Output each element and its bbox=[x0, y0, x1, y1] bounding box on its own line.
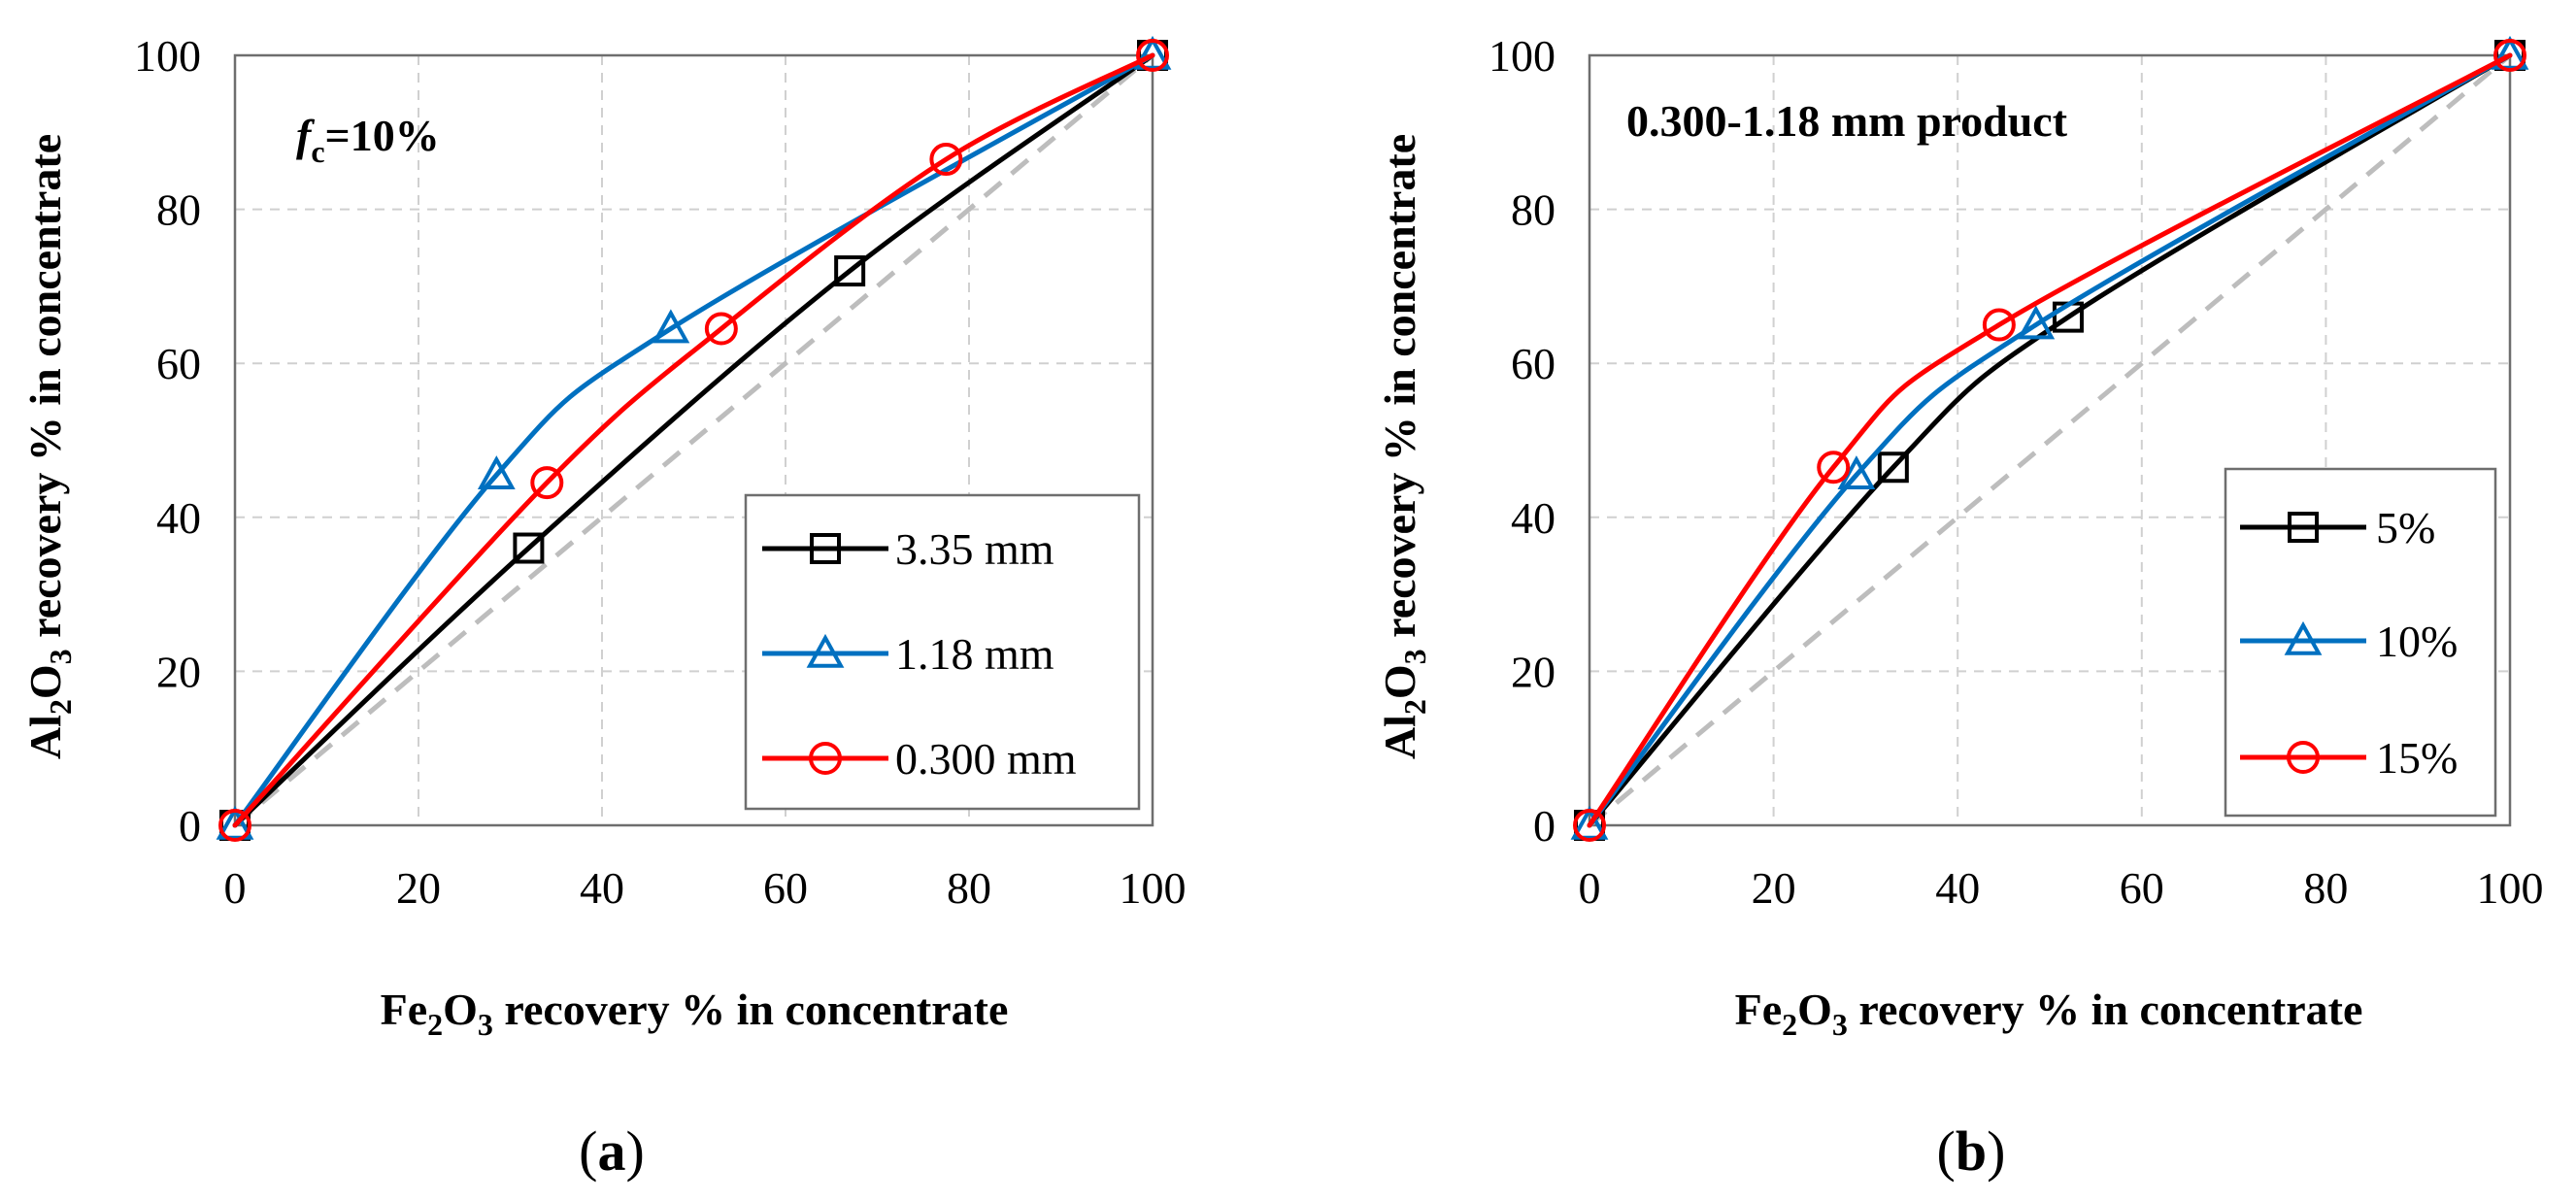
panel-b-x-tick-label: 0 bbox=[1579, 863, 1601, 913]
panel-b-y-ticks: 0 20 40 60 80 100 bbox=[1489, 31, 1556, 851]
panel-a-x-tick-label: 40 bbox=[580, 863, 624, 913]
panel-a-data-point bbox=[1136, 39, 1169, 72]
panel-a-x-tick-label: 20 bbox=[396, 863, 441, 913]
panel-a-data-point bbox=[218, 809, 251, 842]
panel-a-x-tick-label: 60 bbox=[763, 863, 808, 913]
panel-b-x-tick-label: 100 bbox=[2477, 863, 2544, 913]
panel-b-gridlines bbox=[1589, 55, 2510, 825]
panel-b-legend-label: 10% bbox=[2376, 617, 2458, 666]
panel-b-series-line bbox=[1587, 52, 2513, 828]
panel-a-data-point bbox=[513, 532, 545, 564]
panel-b-y-tick-label: 60 bbox=[1511, 339, 1556, 388]
panel-a-data-point bbox=[652, 309, 690, 344]
panel-a-data-point bbox=[477, 455, 516, 489]
panel-b-data-point bbox=[2491, 35, 2529, 70]
panel-b-chart: 0 20 40 60 80 100 0 20 40 60 80 100 0.300-1.18 mm … bbox=[1375, 31, 2544, 1183]
panel-a-data-point bbox=[704, 312, 738, 346]
panel-b-x-tick-label: 40 bbox=[1935, 863, 1980, 913]
panel-b-y-tick-label: 40 bbox=[1511, 493, 1556, 543]
panel-b-y-tick-label: 0 bbox=[1533, 801, 1556, 851]
panel-b-legend-marker bbox=[2284, 620, 2323, 655]
panel-a-legend-marker bbox=[809, 742, 842, 775]
panel-a-x-tick-label: 80 bbox=[947, 863, 991, 913]
panel-a-legend-entry: 1.18 mm bbox=[762, 629, 1054, 679]
panel-b-data-point bbox=[2493, 39, 2526, 72]
panel-a-x-ticks: 0 20 40 60 80 100 bbox=[224, 863, 1187, 913]
panel-b-data-point bbox=[1877, 451, 1909, 484]
panel-b-y-tick-label: 80 bbox=[1511, 185, 1556, 235]
panel-a-data-point bbox=[834, 255, 866, 287]
panel-a-data-point bbox=[1133, 35, 1172, 70]
panel-b-series-1 bbox=[1570, 35, 2529, 840]
panel-a-data-point bbox=[216, 805, 254, 840]
panel-a-legend-marker bbox=[806, 633, 845, 668]
panel-a-y-axis-title: Al2O3 recovery % in concentrate bbox=[20, 134, 78, 759]
panel-a-x-axis-title: Fe2O3 recovery % in concentrate bbox=[381, 985, 1009, 1042]
panel-b-series bbox=[1570, 35, 2529, 842]
panel-a-y-tick-label: 100 bbox=[134, 31, 201, 81]
panel-a-annotation: fc=10% bbox=[296, 111, 440, 169]
panel-b-data-point bbox=[1570, 805, 1609, 840]
panel-b-legend-label: 5% bbox=[2376, 503, 2435, 552]
panel-a-legend-label: 3.35 mm bbox=[895, 524, 1054, 574]
panel-b-x-ticks: 0 20 40 60 80 100 bbox=[1579, 863, 2544, 913]
panel-b-legend-marker bbox=[2288, 512, 2319, 543]
panel-a-series bbox=[216, 35, 1172, 842]
panel-a-legend-entry: 3.35 mm bbox=[762, 524, 1054, 574]
panel-b-data-point bbox=[1573, 809, 1606, 842]
panel-b-legend-entry: 5% bbox=[2240, 503, 2435, 552]
panel-a-data-point bbox=[929, 143, 963, 177]
panel-b-data-point bbox=[2017, 305, 2056, 340]
panel-b-legend-marker bbox=[2287, 741, 2320, 774]
panel-a-x-tick-label: 100 bbox=[1120, 863, 1187, 913]
panel-b-series-2 bbox=[1573, 39, 2526, 842]
panel-a-y-tick-label: 40 bbox=[156, 493, 201, 543]
panel-b-diagonal-reference bbox=[1588, 53, 2512, 827]
panel-b-legend-entry: 10% bbox=[2240, 617, 2458, 666]
panel-b-caption: (b) bbox=[1937, 1119, 2006, 1183]
panel-a-series-line bbox=[232, 52, 1155, 828]
panel-a-caption: (a) bbox=[579, 1119, 645, 1183]
panel-a-legend: 3.35 mm 1.18 mm 0.300 mm bbox=[744, 493, 1141, 811]
panel-b-x-axis-title: Fe2O3 recovery % in concentrate bbox=[1735, 985, 2363, 1042]
panel-a-legend-label: 0.300 mm bbox=[895, 734, 1077, 784]
panel-a-plot-frame bbox=[233, 53, 1154, 827]
panel-b-y-axis-title: Al2O3 recovery % in concentrate bbox=[1375, 134, 1432, 759]
panel-b-series-line bbox=[1587, 52, 2513, 828]
panel-a-y-tick-label: 60 bbox=[156, 339, 201, 388]
panel-a-y-ticks: 0 20 40 60 80 100 bbox=[134, 31, 201, 851]
panel-b-legend: 5% 10% 15% bbox=[2224, 467, 2497, 818]
panel-b-series-line bbox=[1587, 52, 2513, 828]
panel-a-y-tick-label: 0 bbox=[179, 801, 201, 851]
panel-a-legend-label: 1.18 mm bbox=[895, 629, 1054, 679]
panel-a-diagonal-reference bbox=[233, 53, 1154, 827]
panel-a-legend-marker bbox=[810, 533, 841, 564]
panel-b-plot-frame bbox=[1588, 53, 2512, 827]
panel-a-y-tick-label: 80 bbox=[156, 185, 201, 235]
panel-a-x-tick-label: 0 bbox=[224, 863, 247, 913]
panel-a-series-2 bbox=[218, 39, 1169, 842]
panel-a-data-point bbox=[530, 466, 564, 500]
panel-b-annotation: 0.300-1.18 mm product bbox=[1626, 96, 2068, 146]
panel-b-legend-label: 15% bbox=[2376, 733, 2458, 783]
panel-b-data-point bbox=[1817, 451, 1851, 485]
panel-b-x-tick-label: 20 bbox=[1752, 863, 1796, 913]
panel-a-y-tick-label: 20 bbox=[156, 647, 201, 696]
panel-b-data-point bbox=[1982, 308, 2016, 342]
panel-b-x-tick-label: 80 bbox=[2303, 863, 2348, 913]
panel-b-y-tick-label: 20 bbox=[1511, 647, 1556, 696]
panel-a-chart: 0 20 40 60 80 100 0 20 40 60 80 100 fc=10% Fe2O3 r… bbox=[20, 31, 1187, 1183]
panel-b-legend-entry: 15% bbox=[2240, 733, 2458, 783]
panel-b-x-tick-label: 60 bbox=[2120, 863, 2164, 913]
panel-b-y-tick-label: 100 bbox=[1489, 31, 1556, 81]
panel-a-legend-entry: 0.300 mm bbox=[762, 734, 1077, 784]
